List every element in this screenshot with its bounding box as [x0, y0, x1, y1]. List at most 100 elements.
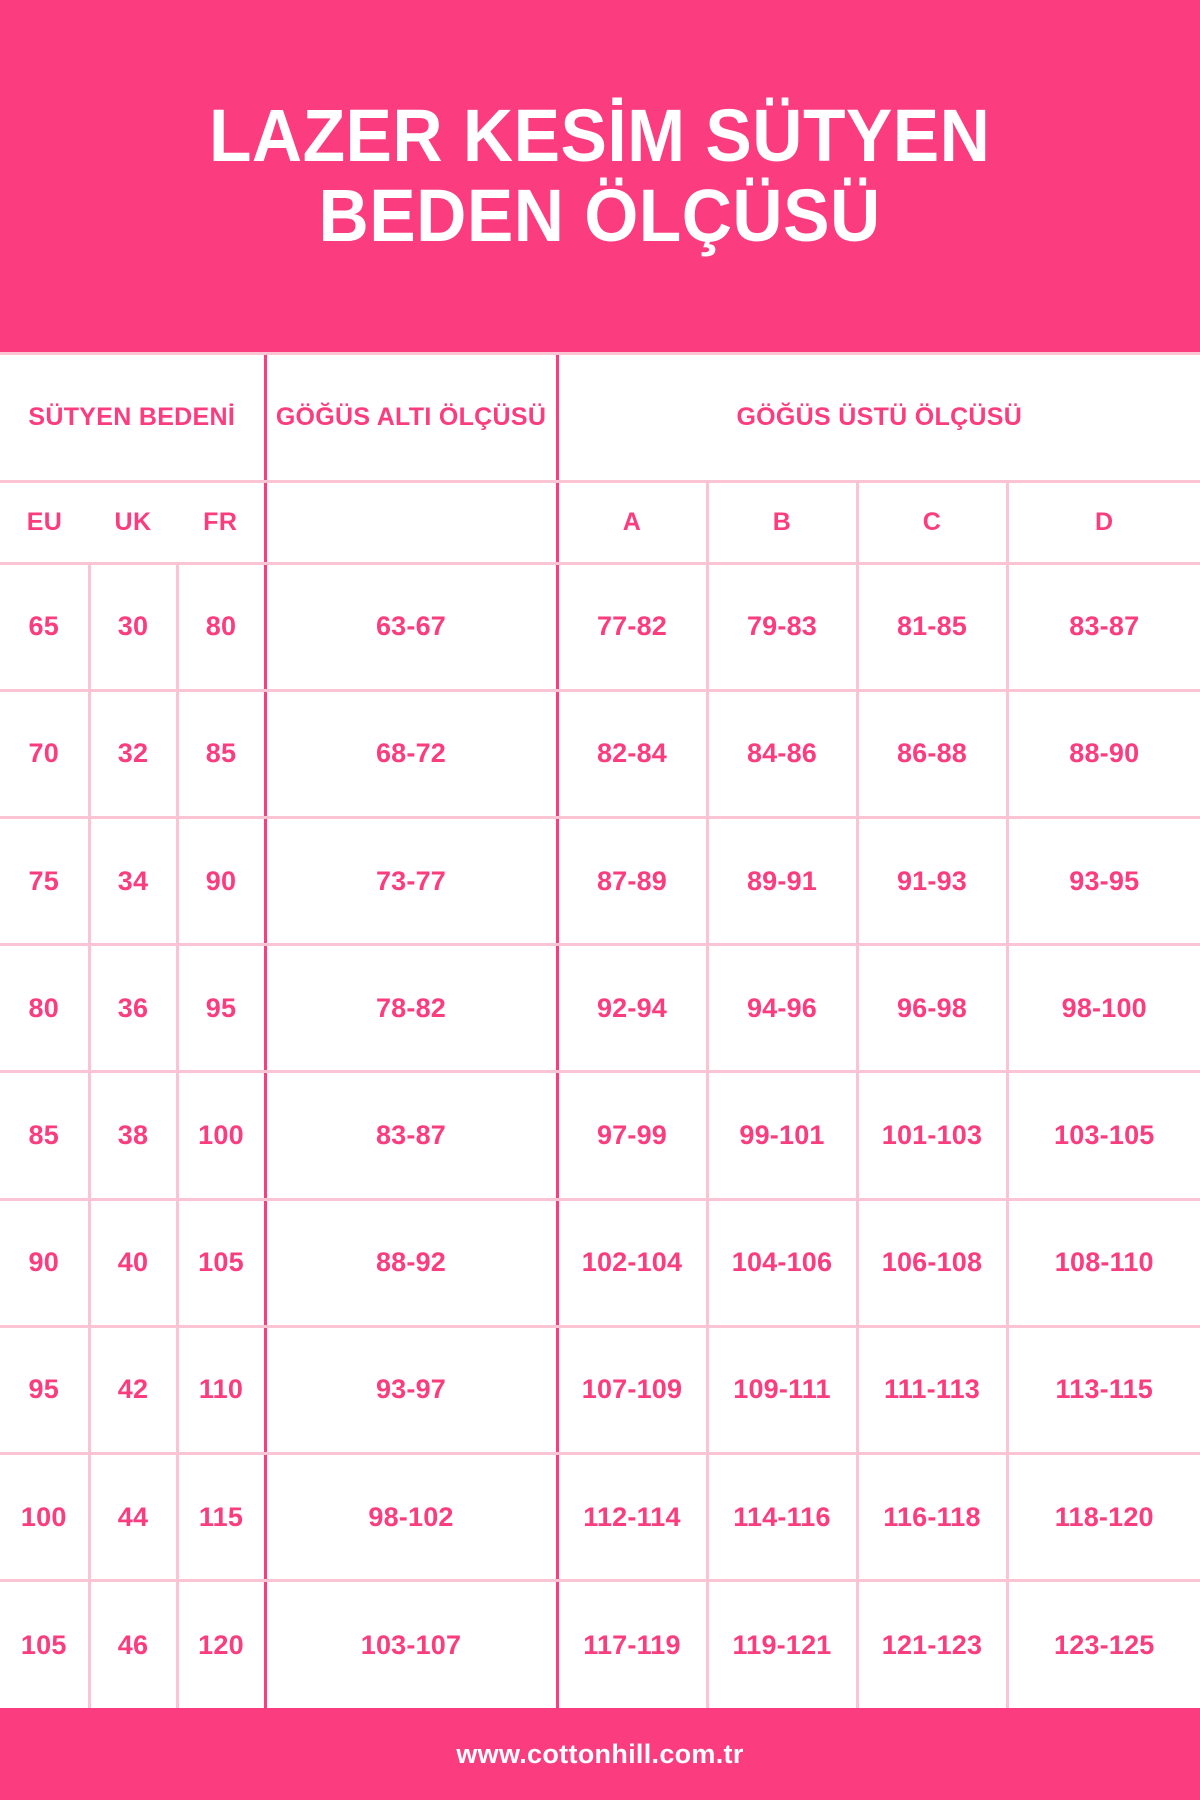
- table-row: 90 40 105 88-92 102-104 104-106 106-108 108-110: [0, 1199, 1200, 1328]
- cell-cup-b: 114-116: [705, 1453, 857, 1583]
- cell-underbust: 78-82: [263, 944, 557, 1074]
- table-header: SÜTYEN BEDENİ GÖĞÜS ALTI ÖLÇÜSÜ GÖĞÜS ÜS…: [0, 355, 1200, 565]
- cell-uk: 38: [87, 1071, 177, 1201]
- cell-cup-d: 88-90: [1005, 690, 1200, 819]
- table-row: 95 42 110 93-97 107-109 109-111 111-113 113-115: [0, 1326, 1200, 1456]
- cell-cup-b: 94-96: [705, 944, 857, 1074]
- cell-cup-c: 81-85: [855, 563, 1007, 692]
- sub-header-cup-c: C: [855, 481, 1007, 565]
- cell-eu: 85: [0, 1071, 89, 1201]
- cell-cup-d: 113-115: [1005, 1326, 1200, 1456]
- table-sub-header-row: EU UK FR A B C D: [0, 481, 1200, 565]
- cell-underbust: 63-67: [263, 563, 557, 692]
- cell-eu: 105: [20, 1629, 67, 1660]
- cell-cup-a: 87-89: [555, 817, 707, 947]
- cell-fr: 80: [175, 563, 265, 692]
- cell-fr: 95: [175, 944, 265, 1074]
- page-title-line-1: LAZER KESİM SÜTYEN: [209, 94, 991, 178]
- cell-uk: 32: [87, 690, 177, 819]
- cell-eu: 90: [0, 1199, 89, 1328]
- size-table-container: SÜTYEN BEDENİ GÖĞÜS ALTI ÖLÇÜSÜ GÖĞÜS ÜS…: [0, 352, 1200, 1708]
- cell-uk: 44: [87, 1453, 177, 1583]
- footer-website-url: www.cottonhill.com.tr: [456, 1738, 744, 1769]
- cell-cup-d: 118-120: [1005, 1453, 1200, 1583]
- cell-cup-d: 123-125: [1005, 1580, 1200, 1708]
- cell-cup-d: 83-87: [1005, 563, 1200, 692]
- sub-header-cup-d: D: [1005, 481, 1200, 565]
- cell-eu: 80: [0, 944, 89, 1074]
- table-row: 85 38 100 83-87 97-99 99-101 101-103 103-105: [0, 1071, 1200, 1201]
- cell-fr: 115: [175, 1453, 265, 1583]
- cell-underbust: 98-102: [263, 1453, 557, 1583]
- cell-uk: 46: [87, 1580, 177, 1708]
- cell-underbust: 93-97: [263, 1326, 557, 1456]
- sub-header-cup-b: B: [705, 481, 857, 565]
- cell-cup-d: 103-105: [1005, 1071, 1200, 1201]
- cell-cup-c: 111-113: [855, 1326, 1007, 1456]
- cell-cup-a: 77-82: [555, 563, 707, 692]
- cell-eu: 100: [0, 1453, 89, 1583]
- cell-cup-b: 89-91: [705, 817, 857, 947]
- table-body: 65 30 80 63-67 77-82 79-83 81-85 83-87 70 32 85 68-…: [0, 563, 1200, 1708]
- size-table: SÜTYEN BEDENİ GÖĞÜS ALTI ÖLÇÜSÜ GÖĞÜS ÜS…: [0, 355, 1200, 1708]
- cell-fr: 105: [175, 1199, 265, 1328]
- cell-uk: 36: [87, 944, 177, 1074]
- table-row: 80 36 95 78-82 92-94 94-96 96-98 98-100: [0, 944, 1200, 1074]
- cell-cup-a: 102-104: [555, 1199, 707, 1328]
- cell-cup-c: 91-93: [855, 817, 1007, 947]
- group-header-underbust: GÖĞÜS ALTI ÖLÇÜSÜ: [263, 355, 557, 483]
- table-row: 70 32 85 68-72 82-84 84-86 86-88 88-90: [0, 690, 1200, 819]
- cell-fr: 120: [175, 1580, 265, 1708]
- cell-uk: 30: [87, 563, 177, 692]
- group-header-overbust: GÖĞÜS ÜSTÜ ÖLÇÜSÜ: [555, 355, 1200, 483]
- cell-cup-b: 104-106: [705, 1199, 857, 1328]
- cell-cup-a: 112-114: [555, 1453, 707, 1583]
- header-banner: LAZER KESİM SÜTYEN BEDEN ÖLÇÜSÜ: [0, 0, 1200, 352]
- sub-header-cup-a: A: [555, 481, 707, 565]
- cell-underbust: 73-77: [263, 817, 557, 947]
- sub-header-underbust-blank: [263, 481, 557, 565]
- page-title: LAZER KESİM SÜTYEN BEDEN ÖLÇÜSÜ: [209, 96, 990, 256]
- cell-fr: 85: [175, 690, 265, 819]
- cell-cup-a: 82-84: [555, 690, 707, 819]
- cell-uk: 40: [87, 1199, 177, 1328]
- cell-underbust: 88-92: [263, 1199, 557, 1328]
- cell-cup-b: 109-111: [705, 1326, 857, 1456]
- cell-cup-c: 121-123: [855, 1580, 1007, 1708]
- sub-header-uk: UK: [89, 481, 177, 565]
- footer-banner: www.cottonhill.com.tr: [0, 1708, 1200, 1800]
- table-row: 65 30 80 63-67 77-82 79-83 81-85 83-87: [0, 563, 1200, 692]
- cell-cup-a: 117-119: [555, 1580, 707, 1708]
- sub-header-eu: EU: [0, 481, 89, 565]
- sub-header-fr: FR: [177, 481, 265, 565]
- table-row: 75 34 90 73-77 87-89 89-91 91-93 93-95: [0, 817, 1200, 947]
- cell-fr: 100: [175, 1071, 265, 1201]
- cell-eu: 75: [0, 817, 89, 947]
- cell-cup-d: 93-95: [1005, 817, 1200, 947]
- page-title-line-2: BEDEN ÖLÇÜSÜ: [318, 174, 882, 257]
- cell-cup-d: 98-100: [1005, 944, 1200, 1074]
- cell-underbust: 83-87: [263, 1071, 557, 1201]
- cell-eu: 70: [0, 690, 89, 819]
- cell-eu: 65: [0, 563, 89, 692]
- cell-cup-c: 116-118: [855, 1453, 1007, 1583]
- cell-underbust: 103-107: [263, 1580, 557, 1708]
- cell-cup-c: 106-108: [855, 1199, 1007, 1328]
- cell-cup-a: 92-94: [555, 944, 707, 1074]
- cell-cup-b: 79-83: [705, 563, 857, 692]
- cell-cup-a: 107-109: [555, 1326, 707, 1456]
- table-group-header-row: SÜTYEN BEDENİ GÖĞÜS ALTI ÖLÇÜSÜ GÖĞÜS ÜS…: [0, 355, 1200, 483]
- cell-cup-c: 96-98: [855, 944, 1007, 1074]
- cell-uk: 42: [87, 1326, 177, 1456]
- cell-fr: 110: [175, 1326, 265, 1456]
- cell-cup-d: 108-110: [1005, 1199, 1200, 1328]
- cell-uk: 34: [87, 817, 177, 947]
- cell-cup-a: 97-99: [555, 1071, 707, 1201]
- cell-cup-b: 99-101: [705, 1071, 857, 1201]
- cell-cup-b: 119-121: [705, 1580, 857, 1708]
- cell-underbust: 68-72: [263, 690, 557, 819]
- cell-cup-b: 84-86: [705, 690, 857, 819]
- cell-fr: 90: [175, 817, 265, 947]
- cell-cup-c: 101-103: [855, 1071, 1007, 1201]
